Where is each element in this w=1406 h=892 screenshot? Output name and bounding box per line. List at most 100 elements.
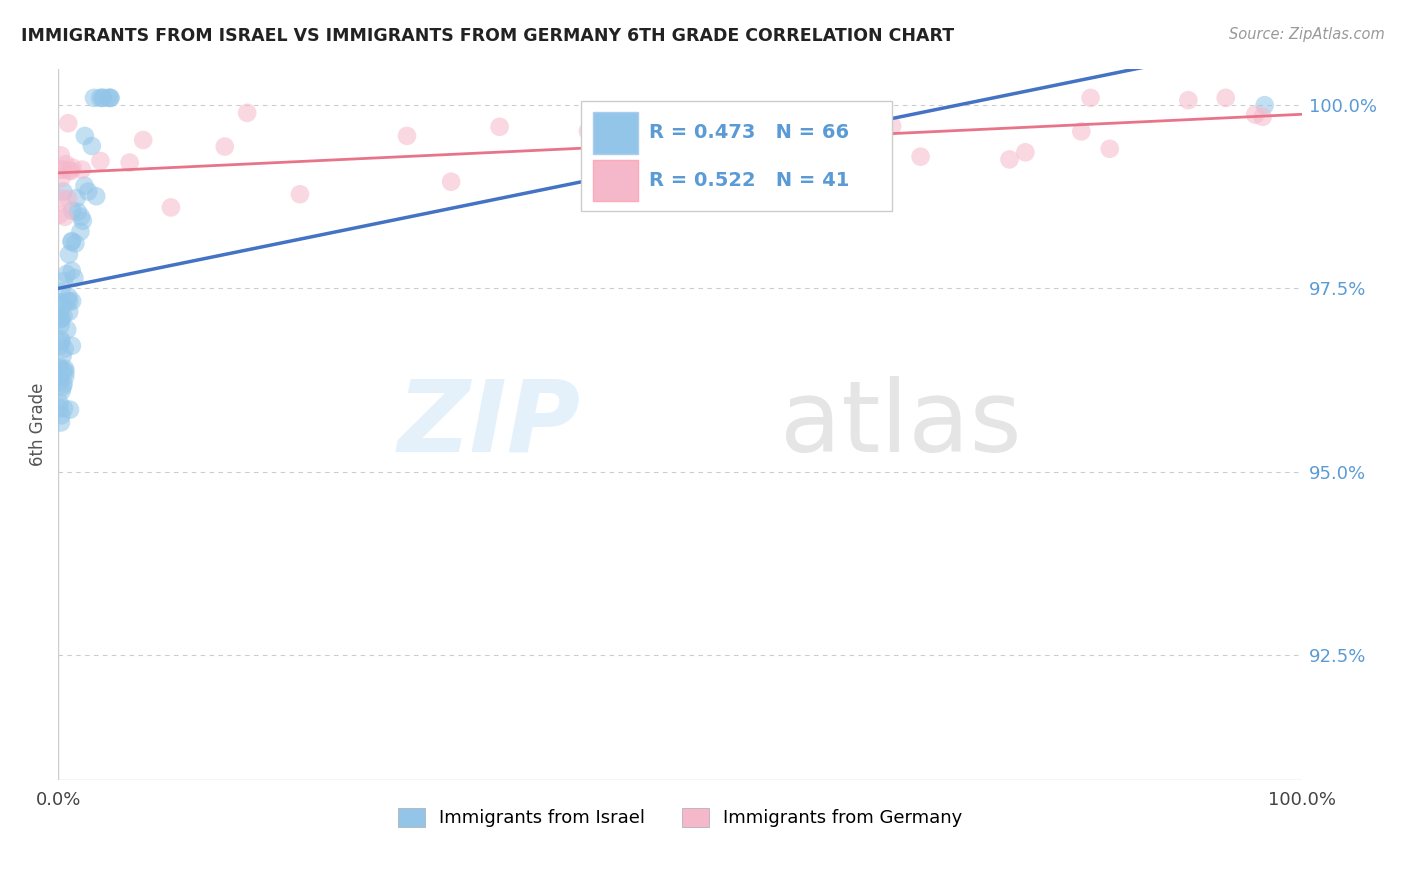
Point	[48, 401, 70, 416]
Text: R = 0.522   N = 41: R = 0.522 N = 41	[650, 171, 849, 190]
Point	[73, 128, 96, 143]
Text: R = 0.473   N = 66: R = 0.473 N = 66	[650, 123, 849, 142]
Point	[53, 401, 76, 416]
Text: ZIP: ZIP	[398, 376, 581, 473]
Point	[236, 106, 259, 120]
Point	[97, 91, 120, 105]
Point	[48, 369, 70, 384]
Point	[48, 208, 70, 222]
Point	[1253, 98, 1275, 112]
Point	[52, 309, 75, 323]
Point	[91, 91, 114, 105]
Point	[56, 323, 79, 337]
Point	[1244, 107, 1267, 121]
Point	[52, 274, 75, 288]
Point	[778, 154, 800, 169]
Point	[52, 298, 75, 312]
Point	[59, 402, 82, 417]
Point	[52, 363, 75, 377]
Point	[83, 91, 105, 105]
Point	[49, 191, 72, 205]
Point	[70, 162, 93, 177]
Point	[488, 120, 510, 134]
Point	[48, 395, 70, 409]
Point	[72, 213, 94, 227]
Point	[53, 361, 76, 376]
Point	[62, 161, 84, 175]
Point	[49, 318, 72, 333]
Point	[53, 210, 76, 224]
Point	[65, 191, 87, 205]
Point	[51, 333, 73, 347]
Text: Source: ZipAtlas.com: Source: ZipAtlas.com	[1229, 27, 1385, 42]
Point	[49, 148, 72, 162]
Point	[91, 91, 114, 105]
Point	[998, 153, 1021, 167]
Point	[52, 162, 75, 177]
Point	[52, 379, 75, 393]
Point	[56, 294, 79, 309]
Point	[55, 365, 77, 379]
Point	[51, 311, 73, 326]
Point	[51, 171, 73, 186]
Point	[77, 185, 100, 199]
Point	[89, 91, 111, 105]
Point	[56, 116, 79, 130]
Point	[882, 119, 904, 133]
Point	[1098, 142, 1121, 156]
Point	[58, 294, 80, 309]
Point	[48, 368, 70, 383]
Point	[48, 308, 70, 322]
Point	[60, 264, 83, 278]
Point	[1080, 91, 1102, 105]
Point	[58, 289, 80, 303]
Point	[51, 384, 73, 398]
Point	[52, 376, 75, 391]
Point	[49, 312, 72, 326]
Point	[755, 124, 778, 138]
Point	[51, 409, 73, 423]
Point	[118, 155, 141, 169]
Point	[73, 178, 96, 193]
Point	[51, 285, 73, 299]
Point	[84, 189, 107, 203]
Point	[214, 139, 236, 153]
Point	[80, 139, 103, 153]
Point	[830, 137, 852, 152]
Point	[820, 116, 842, 130]
Legend: Immigrants from Israel, Immigrants from Germany: Immigrants from Israel, Immigrants from …	[391, 801, 970, 835]
Point	[48, 361, 70, 376]
Point	[66, 204, 89, 219]
Point	[100, 91, 122, 105]
Point	[98, 91, 121, 105]
Point	[60, 339, 83, 353]
Point	[60, 235, 83, 249]
Point	[60, 294, 83, 309]
Point	[60, 234, 83, 248]
Point	[910, 150, 932, 164]
Point	[56, 192, 79, 206]
Point	[58, 163, 80, 178]
Y-axis label: 6th Grade: 6th Grade	[30, 383, 46, 466]
Point	[440, 175, 463, 189]
Point	[53, 342, 76, 356]
Point	[740, 111, 762, 125]
Point	[1215, 91, 1237, 105]
Point	[52, 185, 75, 199]
Point	[55, 267, 77, 281]
Point	[49, 416, 72, 430]
Point	[52, 349, 75, 363]
Point	[63, 271, 86, 285]
Point	[1177, 93, 1199, 107]
Point	[70, 210, 93, 224]
Point	[58, 247, 80, 261]
Point	[60, 164, 83, 178]
Point	[48, 359, 70, 374]
Point	[49, 295, 72, 310]
Point	[132, 133, 155, 147]
Point	[65, 236, 87, 251]
Text: IMMIGRANTS FROM ISRAEL VS IMMIGRANTS FROM GERMANY 6TH GRADE CORRELATION CHART: IMMIGRANTS FROM ISRAEL VS IMMIGRANTS FRO…	[21, 27, 955, 45]
Point	[58, 305, 80, 319]
Point	[89, 153, 111, 168]
Point	[49, 339, 72, 353]
